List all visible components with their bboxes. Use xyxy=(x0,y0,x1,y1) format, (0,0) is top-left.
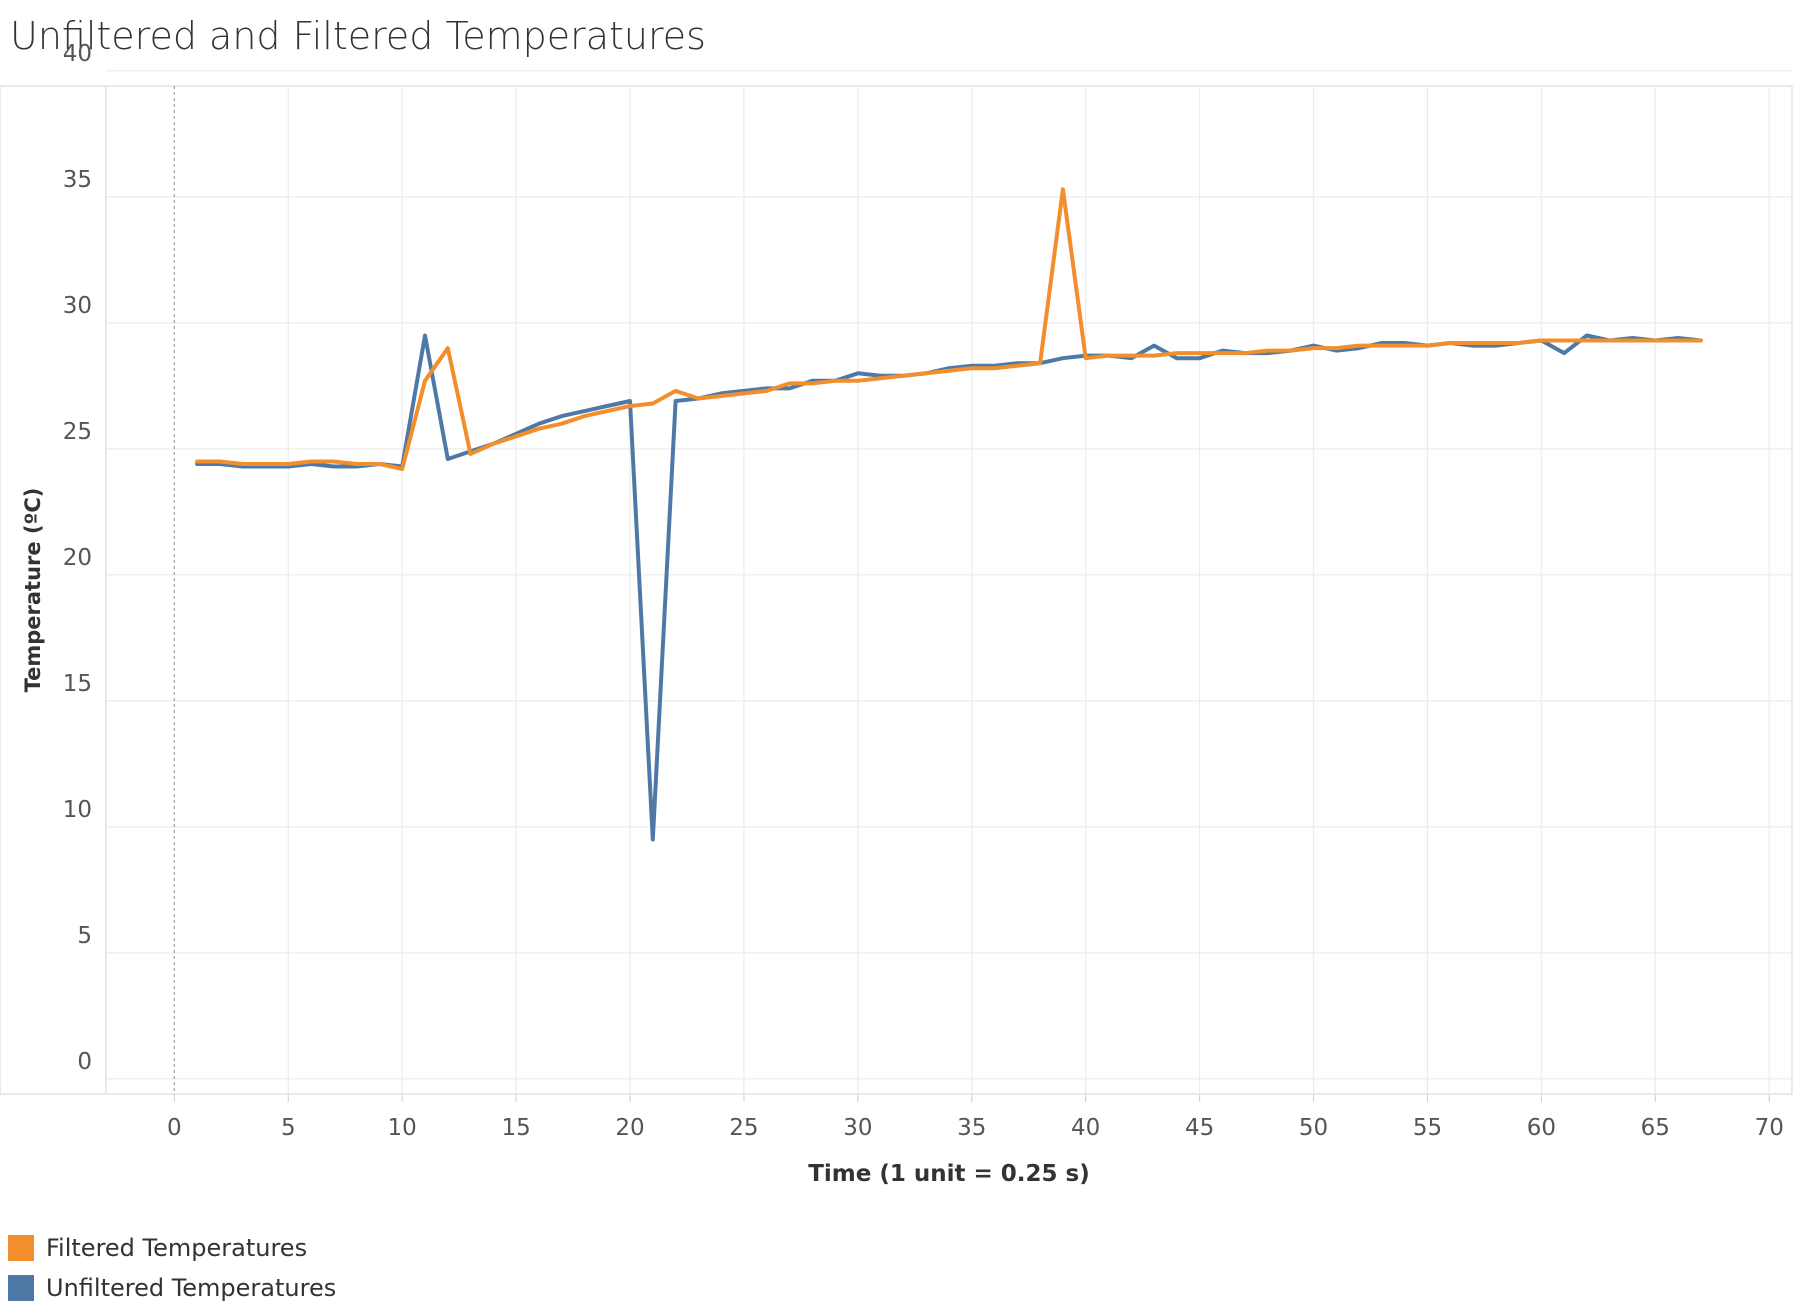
plot-area xyxy=(0,85,1793,1095)
y-tick-label: 5 xyxy=(77,923,92,949)
x-tick-label: 0 xyxy=(167,1115,182,1141)
y-tick-label: 15 xyxy=(63,671,92,697)
legend-item-unfiltered[interactable]: Unfiltered Temperatures xyxy=(8,1268,336,1308)
legend-swatch-unfiltered xyxy=(8,1275,34,1301)
x-tick-label: 25 xyxy=(729,1115,758,1141)
line-chart: 0 5 10 15 20 25 30 35 40 0 5 10 15 20 25 30 35 40 45 50 55 60… xyxy=(0,41,1793,1187)
y-tick-label: 35 xyxy=(63,167,92,193)
x-tick-label: 15 xyxy=(501,1115,530,1141)
x-tick-label: 5 xyxy=(281,1115,296,1141)
x-tick-label: 55 xyxy=(1413,1115,1442,1141)
y-tick-label: 0 xyxy=(77,1049,92,1075)
x-tick-label: 45 xyxy=(1185,1115,1214,1141)
x-tick-label: 60 xyxy=(1527,1115,1556,1141)
x-tick-label: 50 xyxy=(1299,1115,1328,1141)
legend: Filtered Temperatures Unfiltered Tempera… xyxy=(8,1228,336,1308)
legend-label-filtered: Filtered Temperatures xyxy=(46,1234,308,1262)
x-tick-label: 70 xyxy=(1755,1115,1784,1141)
x-tick-label: 10 xyxy=(388,1115,417,1141)
y-tick-label: 20 xyxy=(63,545,92,571)
legend-label-unfiltered: Unfiltered Temperatures xyxy=(46,1274,337,1302)
series-line-filtered-temperatures xyxy=(195,187,1703,471)
x-tick-label: 35 xyxy=(957,1115,986,1141)
chart-title: Unfiltered and Filtered Temperatures xyxy=(10,14,706,58)
y-tick-label: 30 xyxy=(63,293,92,319)
x-tick-label: 20 xyxy=(615,1115,644,1141)
x-tick-label: 65 xyxy=(1641,1115,1670,1141)
legend-swatch-filtered xyxy=(8,1235,34,1261)
x-tick-label: 30 xyxy=(843,1115,872,1141)
y-axis-title: Temperature (ºC) xyxy=(21,488,45,693)
legend-item-filtered[interactable]: Filtered Temperatures xyxy=(8,1228,336,1268)
y-tick-label: 25 xyxy=(63,419,92,445)
x-tick-label: 40 xyxy=(1071,1115,1100,1141)
y-tick-label: 40 xyxy=(63,41,92,67)
y-tick-label: 10 xyxy=(63,797,92,823)
x-axis-title: Time (1 unit = 0.25 s) xyxy=(808,1161,1090,1187)
